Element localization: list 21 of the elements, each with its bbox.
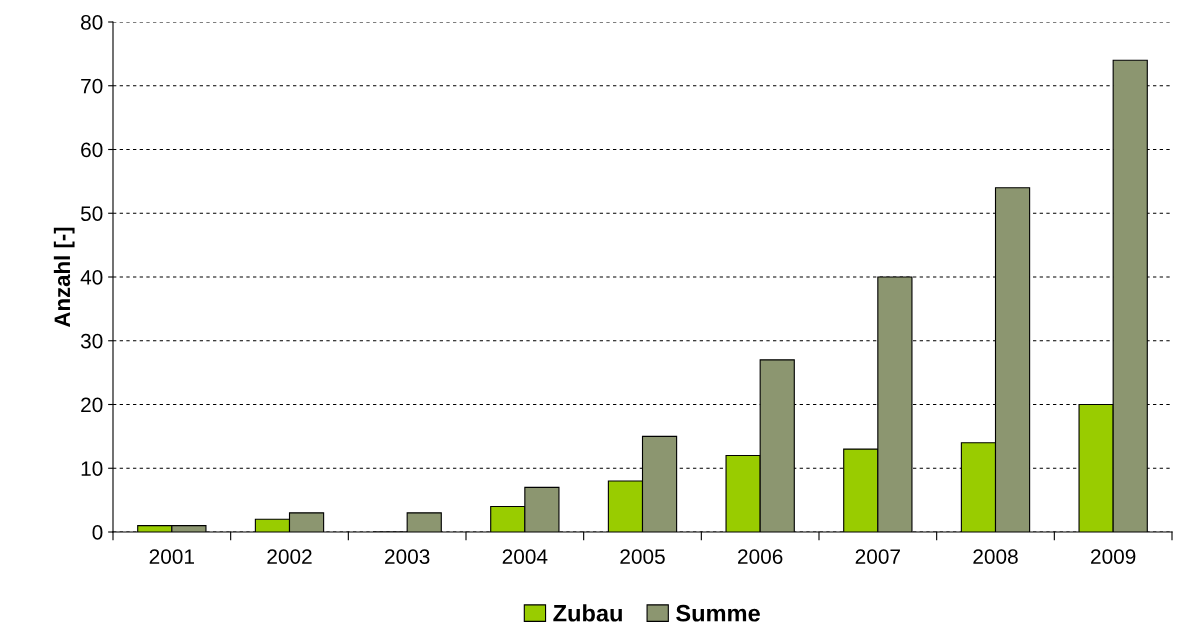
x-tick-label: 2001 <box>149 549 194 564</box>
x-tick-label: 2006 <box>738 549 783 564</box>
y-tick-label: 0 <box>92 525 103 540</box>
x-tick-label: 2002 <box>267 549 312 564</box>
y-tick-label: 50 <box>80 206 103 221</box>
y-tick-label: 70 <box>81 78 103 94</box>
x-tick-label: 2005 <box>620 549 665 564</box>
x-tick-label: 2004 <box>502 549 548 564</box>
y-axis-title: Anzahl [-] <box>53 227 75 328</box>
legend-label: Zubau <box>553 604 622 622</box>
legend-label: Summe <box>676 604 760 622</box>
y-tick-label: 30 <box>80 333 103 349</box>
x-tick-label: 2003 <box>385 549 430 564</box>
y-tick-label: 20 <box>81 397 103 413</box>
y-tick-label: 80 <box>81 15 103 30</box>
y-tick-label: 60 <box>81 142 103 158</box>
x-tick-label: 2009 <box>1091 549 1136 564</box>
y-tick-label: 40 <box>80 270 103 285</box>
x-tick-label: 2008 <box>973 549 1018 564</box>
y-tick-label: 10 <box>81 461 103 476</box>
x-tick-label: 2007 <box>855 549 900 564</box>
